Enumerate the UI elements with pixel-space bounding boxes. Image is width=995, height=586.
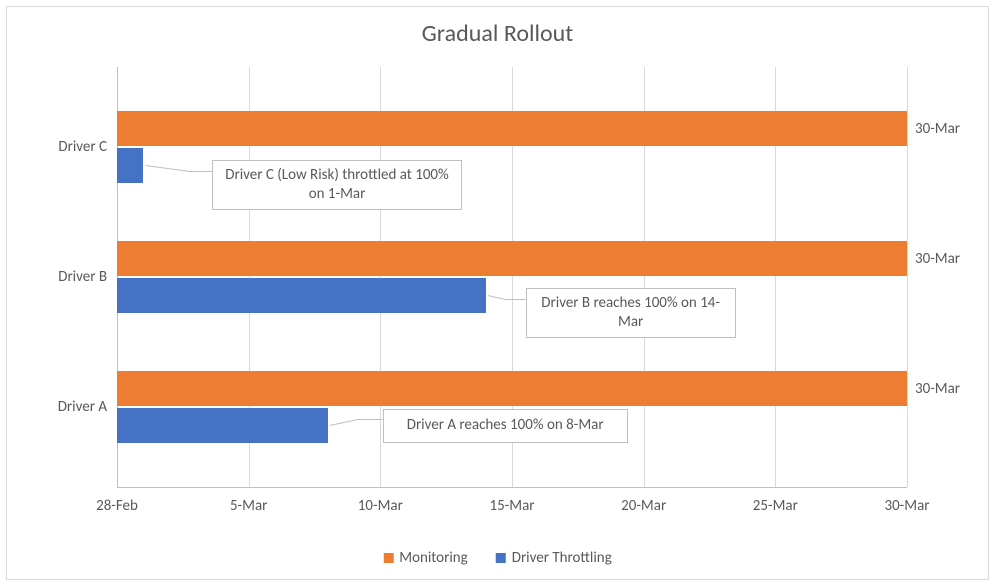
y-category-label: Driver B	[7, 268, 107, 286]
legend-item-throttling: Driver Throttling	[496, 549, 612, 567]
y-category-label: Driver A	[7, 398, 107, 416]
gridline	[907, 67, 908, 487]
x-tick-label: 30-Mar	[884, 497, 929, 515]
y-category-label: Driver C	[7, 138, 107, 156]
legend: Monitoring Driver Throttling	[383, 549, 612, 567]
bar-throttling	[117, 148, 143, 183]
chart-frame: Gradual Rollout 30-Mar30-Mar30-MarDriver…	[6, 6, 989, 580]
bar-monitoring	[117, 111, 907, 146]
chart-title: Gradual Rollout	[7, 19, 988, 48]
x-tick-label: 15-Mar	[489, 497, 534, 515]
legend-label-throttling: Driver Throttling	[512, 549, 612, 567]
legend-swatch-monitoring	[383, 553, 393, 563]
data-label: 30-Mar	[915, 250, 960, 268]
data-label: 30-Mar	[915, 380, 960, 398]
x-tick-label: 25-Mar	[753, 497, 798, 515]
bar-throttling	[117, 408, 328, 443]
x-tick-label: 10-Mar	[358, 497, 403, 515]
x-axis-line	[117, 487, 907, 488]
plot-area: 30-Mar30-Mar30-MarDriver C (Low Risk) th…	[117, 67, 907, 487]
x-tick-label: 28-Feb	[96, 497, 138, 515]
data-label: 30-Mar	[915, 120, 960, 138]
bar-throttling	[117, 278, 486, 313]
x-tick-label: 20-Mar	[621, 497, 666, 515]
callout-box: Driver B reaches 100% on 14-Mar	[526, 288, 736, 338]
callout-box: Driver A reaches 100% on 8-Mar	[383, 409, 628, 443]
legend-swatch-throttling	[496, 553, 506, 563]
x-tick-label: 5-Mar	[230, 497, 267, 515]
bar-monitoring	[117, 241, 907, 276]
bar-monitoring	[117, 371, 907, 406]
callout-box: Driver C (Low Risk) throttled at 100% on…	[212, 160, 462, 210]
legend-label-monitoring: Monitoring	[399, 549, 467, 567]
legend-item-monitoring: Monitoring	[383, 549, 467, 567]
